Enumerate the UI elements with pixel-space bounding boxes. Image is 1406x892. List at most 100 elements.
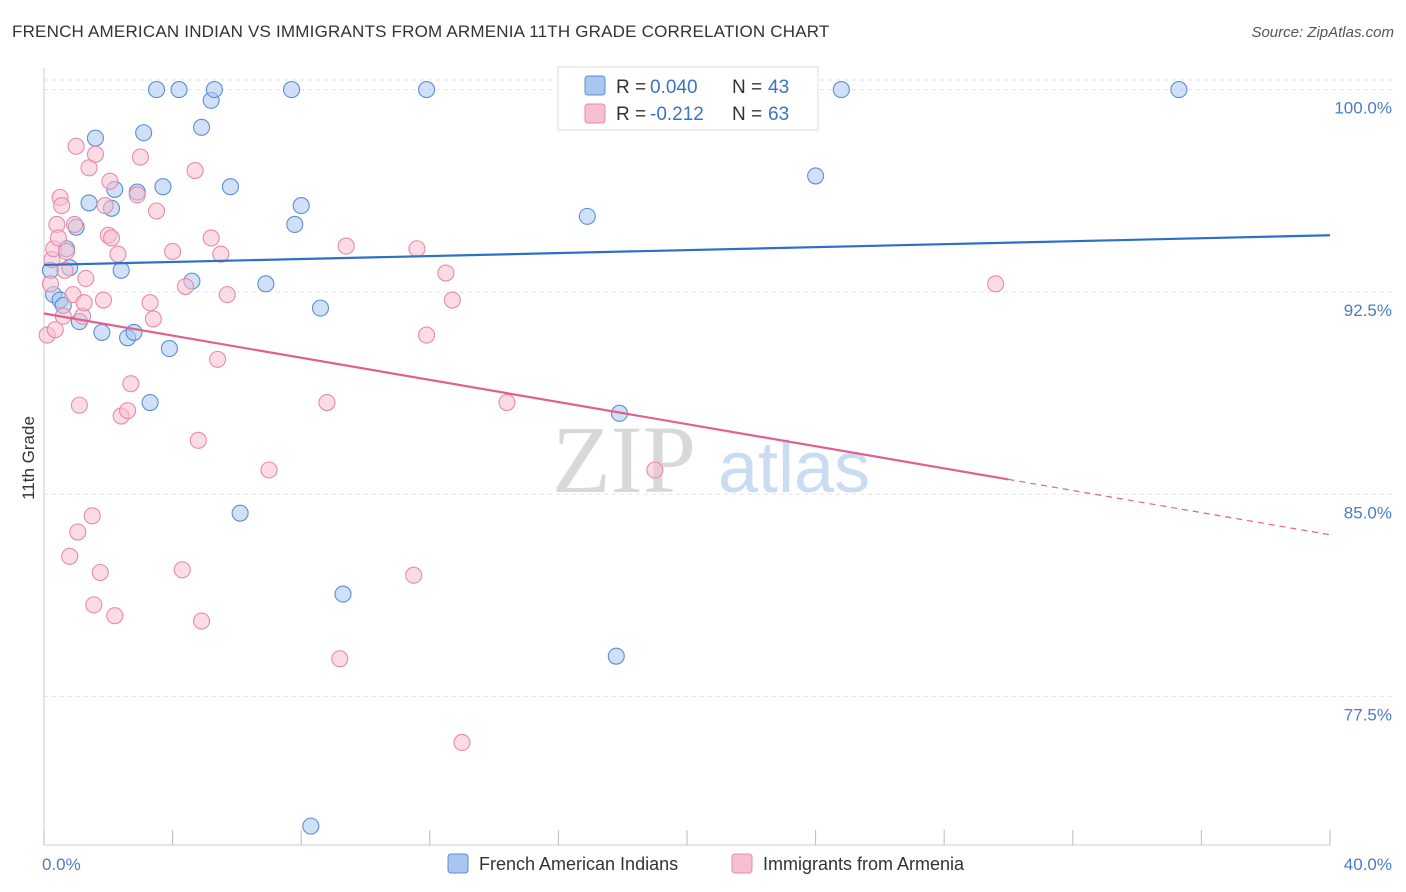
trend-lines [43,234,1331,536]
point-series-2 [987,275,1005,293]
point-series-1 [160,340,178,358]
point-series-2 [498,393,516,412]
trend-line-series-1 [43,234,1331,267]
point-series-2 [77,269,95,287]
point-series-2 [418,326,436,344]
y-axis-label: 11th Grade [19,416,38,500]
series-legend-swatch-1 [447,853,469,874]
point-series-2 [405,566,423,584]
x-tick-label: 0.0% [42,855,81,874]
point-series-1 [86,129,104,147]
y-tick-label: 92.5% [1344,301,1392,320]
point-series-2 [85,596,103,614]
point-series-2 [109,245,127,263]
point-series-1 [93,323,111,341]
point-series-2 [202,229,220,247]
point-series-2 [102,229,121,247]
point-series-1 [292,197,310,215]
trend-line-series-2 [43,312,1009,481]
point-series-2 [176,277,195,296]
point-series-2 [337,237,355,255]
point-series-2 [408,240,426,258]
point-series-2 [70,396,88,414]
point-series-2 [212,245,230,263]
stats-legend-n-label-2: N = [732,104,762,125]
point-series-2 [218,286,236,304]
point-series-2 [173,561,191,579]
point-series-2 [56,261,74,279]
point-series-2 [192,612,211,630]
point-series-1 [135,124,153,142]
point-series-1 [334,585,352,603]
point-series-1 [80,194,98,212]
point-series-2 [119,402,137,420]
point-series-2 [128,186,146,204]
stats-legend-n-value-2: 63 [768,104,789,125]
point-series-2 [41,275,59,293]
point-series-1 [283,81,301,99]
point-series-2 [164,242,182,261]
source-label: Source: ZipAtlas.com [1251,24,1394,41]
point-series-2 [83,507,101,525]
chart-title: FRENCH AMERICAN INDIAN VS IMMIGRANTS FRO… [12,22,830,41]
point-series-2 [46,321,64,339]
stats-legend-swatch-1 [584,75,606,96]
series-legend-label-2: Immigrants from Armenia [763,854,965,874]
point-series-1 [170,81,188,99]
point-series-1 [832,81,850,99]
point-series-2 [69,523,87,541]
point-series-2 [91,563,109,582]
x-tick-labels: 0.0% 40.0% [42,855,1392,874]
point-series-1 [192,118,211,136]
point-series-1 [125,323,143,341]
point-series-2 [131,148,149,166]
watermark-atlas: atlas [718,428,870,508]
stats-legend-r-value-2: -0.212 [650,104,704,125]
y-tick-labels: 100.0% 92.5% 85.0% 77.5% [1334,99,1392,725]
data-points [38,81,1188,835]
point-series-1 [147,81,166,99]
point-series-2 [49,229,68,247]
point-series-2 [53,197,71,215]
point-series-2 [96,197,114,215]
point-series-1 [302,817,320,835]
point-series-1 [1170,81,1188,99]
stats-legend-n-value-1: 43 [768,77,789,98]
point-series-2 [86,145,104,163]
point-series-1 [607,647,625,665]
point-series-2 [189,431,207,449]
trend-line-extension-series-2 [1008,478,1331,536]
stats-legend: R = 0.040 N = 43 R = -0.212 N = 63 [557,66,819,131]
point-series-2 [106,607,124,625]
stats-legend-r-value-1: 0.040 [650,77,698,98]
series-legend-swatch-2 [731,853,753,874]
point-series-2 [453,733,471,752]
point-series-1 [807,167,825,185]
y-tick-label: 77.5% [1344,706,1392,725]
point-series-2 [144,310,162,328]
stats-legend-n-label-1: N = [732,77,762,98]
point-series-2 [141,294,159,312]
point-series-2 [67,137,85,155]
point-series-2 [331,650,349,668]
y-tick-label: 85.0% [1344,503,1392,522]
point-series-2 [209,350,227,368]
watermark-zip: ZIP [552,406,696,513]
point-series-2 [61,547,79,565]
point-series-2 [437,264,455,282]
stats-legend-r-label-1: R = [616,77,646,98]
stats-legend-swatch-2 [584,103,606,124]
grid-lines [44,79,1392,698]
point-series-2 [147,202,166,220]
watermark: ZIP atlas [552,406,870,513]
point-series-1 [231,504,249,522]
point-series-1 [112,261,130,279]
point-series-1 [578,207,596,225]
point-series-1 [221,178,240,196]
point-series-1 [257,275,275,293]
point-series-2 [318,393,336,412]
point-series-1 [418,81,436,99]
point-series-2 [646,461,664,479]
point-series-2 [260,461,278,479]
